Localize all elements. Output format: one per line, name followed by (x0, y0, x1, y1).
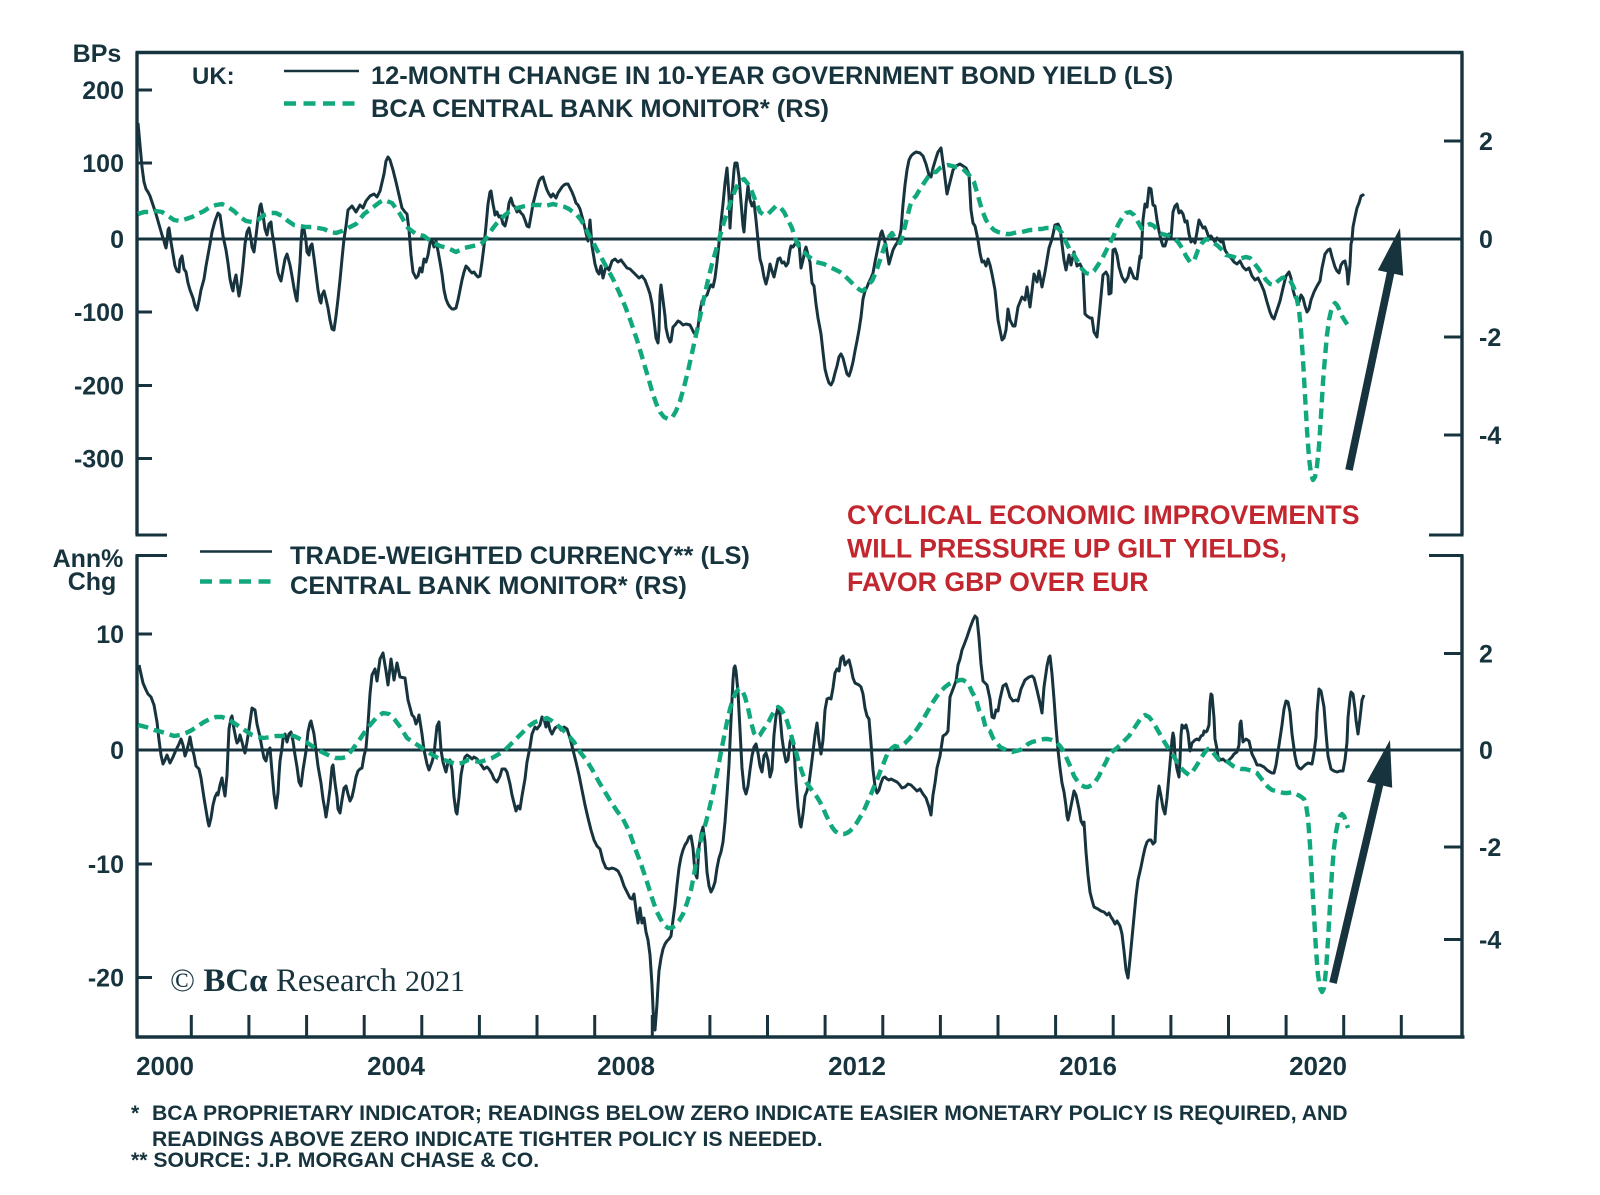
svg-text:100: 100 (82, 150, 124, 178)
svg-text:-2: -2 (1479, 324, 1501, 352)
svg-text:12-MONTH CHANGE IN 10-YEAR GOV: 12-MONTH CHANGE IN 10-YEAR GOVERNMENT BO… (371, 62, 1173, 90)
svg-text:© BCα Research 2021: © BCα Research 2021 (170, 963, 465, 999)
svg-text:BPs: BPs (73, 40, 122, 68)
svg-text:-20: -20 (88, 965, 124, 993)
svg-text:2004: 2004 (367, 1051, 425, 1081)
svg-text:WILL PRESSURE UP GILT YIELDS,: WILL PRESSURE UP GILT YIELDS, (847, 534, 1287, 564)
svg-text:CYCLICAL ECONOMIC IMPROVEMENTS: CYCLICAL ECONOMIC IMPROVEMENTS (847, 500, 1360, 530)
svg-text:FAVOR GBP OVER EUR: FAVOR GBP OVER EUR (847, 567, 1149, 597)
svg-text:2: 2 (1479, 128, 1493, 156)
svg-text:-4: -4 (1479, 927, 1501, 955)
svg-text:-300: -300 (74, 446, 124, 474)
svg-text:BCA PROPRIETARY INDICATOR; REA: BCA PROPRIETARY INDICATOR; READINGS BELO… (152, 1102, 1348, 1125)
svg-text:-2: -2 (1479, 834, 1501, 862)
svg-text:UK:: UK: (192, 63, 235, 90)
svg-text:2020: 2020 (1289, 1051, 1347, 1081)
svg-text:-4: -4 (1479, 422, 1501, 450)
svg-text:0: 0 (110, 737, 124, 765)
svg-text:2016: 2016 (1059, 1051, 1117, 1081)
svg-text:CENTRAL BANK MONITOR* (RS): CENTRAL BANK MONITOR* (RS) (290, 572, 687, 600)
svg-text:10: 10 (96, 621, 124, 649)
svg-text:2008: 2008 (597, 1051, 655, 1081)
svg-text:200: 200 (82, 77, 124, 105)
svg-text:0: 0 (1479, 737, 1493, 765)
svg-text:READINGS ABOVE ZERO INDICATE T: READINGS ABOVE ZERO INDICATE TIGHTER POL… (152, 1128, 823, 1151)
svg-text:2012: 2012 (828, 1051, 886, 1081)
svg-text:2: 2 (1479, 641, 1493, 669)
svg-text:Ann%: Ann% (53, 545, 124, 573)
svg-text:TRADE-WEIGHTED CURRENCY** (LS): TRADE-WEIGHTED CURRENCY** (LS) (290, 542, 750, 570)
svg-text:*: * (131, 1102, 140, 1125)
svg-text:-100: -100 (74, 299, 124, 327)
svg-text:Chg: Chg (68, 568, 117, 596)
svg-text:-200: -200 (74, 373, 124, 401)
svg-text:BCA CENTRAL BANK MONITOR* (RS): BCA CENTRAL BANK MONITOR* (RS) (371, 95, 829, 123)
svg-text:0: 0 (110, 226, 124, 254)
svg-text:2000: 2000 (136, 1051, 194, 1081)
svg-text:0: 0 (1479, 226, 1493, 254)
svg-text:** SOURCE: J.P. MORGAN CHASE &: ** SOURCE: J.P. MORGAN CHASE & CO. (131, 1149, 539, 1172)
svg-text:-10: -10 (88, 851, 124, 879)
